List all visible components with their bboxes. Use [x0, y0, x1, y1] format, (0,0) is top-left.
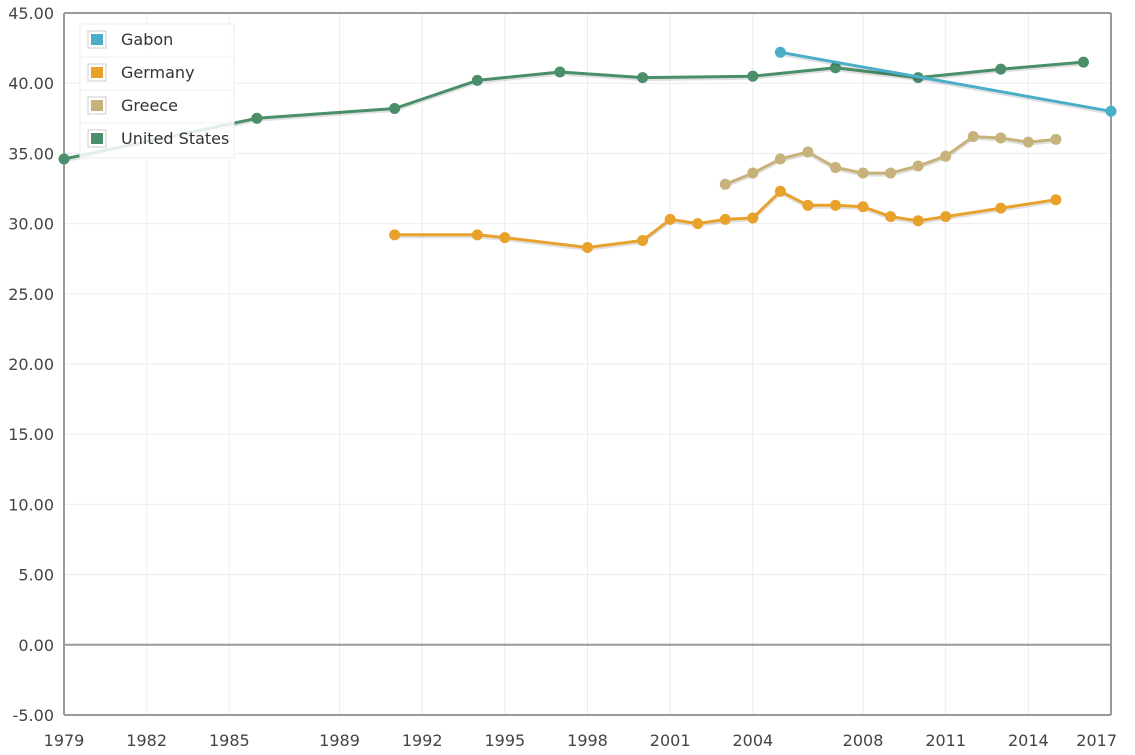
data-point[interactable] — [664, 213, 676, 225]
data-point[interactable] — [774, 185, 786, 197]
legend-label[interactable]: United States — [121, 129, 229, 148]
legend-label[interactable]: Gabon — [121, 30, 173, 49]
data-point[interactable] — [1050, 133, 1062, 145]
y-tick-label: 5.00 — [18, 566, 54, 585]
data-point[interactable] — [857, 167, 869, 179]
y-tick-label: 40.00 — [8, 74, 54, 93]
data-point[interactable] — [471, 229, 483, 241]
data-point[interactable] — [829, 199, 841, 211]
y-tick-label: 20.00 — [8, 355, 54, 374]
data-point[interactable] — [802, 199, 814, 211]
data-point[interactable] — [251, 112, 263, 124]
y-tick-label: 25.00 — [8, 285, 54, 304]
data-point[interactable] — [885, 211, 897, 223]
data-point[interactable] — [389, 102, 401, 114]
x-tick-label: 2004 — [732, 731, 773, 750]
data-point[interactable] — [58, 153, 70, 165]
data-point[interactable] — [1105, 105, 1117, 117]
data-point[interactable] — [747, 212, 759, 224]
data-point[interactable] — [967, 131, 979, 143]
data-point[interactable] — [774, 153, 786, 165]
axes — [63, 12, 1112, 716]
data-point[interactable] — [940, 211, 952, 223]
x-axis-tick-labels: 1979 1982 1985 1989 1992 1995 1998 2001 2004 2008… — [44, 731, 1117, 750]
y-tick-label: 10.00 — [8, 495, 54, 514]
data-point[interactable] — [1022, 136, 1034, 148]
legend-swatch[interactable] — [91, 100, 103, 111]
x-tick-label: 1979 — [44, 731, 85, 750]
legend-swatch[interactable] — [91, 34, 103, 45]
legend-swatch[interactable] — [91, 133, 103, 144]
series-line-shadow — [780, 52, 1112, 115]
x-tick-label: 1992 — [402, 731, 443, 750]
x-tick-label: 2017 — [1076, 731, 1117, 750]
y-tick-label: 35.00 — [8, 144, 54, 163]
data-point[interactable] — [499, 232, 511, 244]
y-tick-label: 0.00 — [18, 636, 54, 655]
y-tick-label: 15.00 — [8, 425, 54, 444]
data-point[interactable] — [692, 218, 704, 230]
data-point[interactable] — [637, 72, 649, 84]
data-point[interactable] — [912, 215, 924, 227]
data-point[interactable] — [912, 160, 924, 172]
legend-label[interactable]: Germany — [121, 63, 195, 82]
x-tick-label: 2008 — [843, 731, 884, 750]
x-tick-label: 1989 — [319, 731, 360, 750]
y-tick-label: 45.00 — [8, 4, 54, 23]
x-tick-label: 1998 — [567, 731, 608, 750]
data-point[interactable] — [802, 146, 814, 158]
legend-label[interactable]: Greece — [121, 96, 178, 115]
data-point[interactable] — [995, 202, 1007, 214]
data-point[interactable] — [582, 241, 593, 253]
x-tick-label: 2011 — [925, 731, 966, 750]
x-tick-label: 1995 — [484, 731, 525, 750]
x-tick-label: 2001 — [650, 731, 691, 750]
data-point[interactable] — [940, 150, 952, 162]
x-tick-label: 1982 — [126, 731, 167, 750]
x-tick-label: 2014 — [1008, 731, 1049, 750]
data-point[interactable] — [995, 132, 1007, 144]
data-point[interactable] — [389, 229, 401, 241]
data-point[interactable] — [747, 167, 759, 179]
legend: Gabon Germany Greece United States — [79, 23, 235, 159]
data-point[interactable] — [554, 66, 566, 78]
y-axis-tick-labels: -5.00 0.00 5.00 10.00 15.00 20.00 25.00 30.00 35… — [8, 4, 54, 725]
series-line — [780, 50, 1112, 113]
data-point[interactable] — [829, 161, 841, 173]
data-point[interactable] — [774, 46, 786, 58]
data-series — [58, 46, 1117, 253]
data-point[interactable] — [471, 74, 483, 86]
data-point[interactable] — [857, 201, 869, 213]
data-point[interactable] — [1050, 194, 1062, 206]
y-tick-label: 30.00 — [8, 215, 54, 234]
data-point[interactable] — [829, 62, 841, 74]
data-point[interactable] — [719, 178, 731, 190]
x-tick-label: 1985 — [209, 731, 250, 750]
data-point[interactable] — [747, 70, 759, 82]
data-point[interactable] — [885, 167, 897, 179]
legend-swatch[interactable] — [91, 67, 103, 78]
data-point[interactable] — [995, 63, 1007, 75]
data-point[interactable] — [637, 234, 649, 246]
data-point[interactable] — [719, 213, 731, 225]
y-tick-label: -5.00 — [13, 706, 54, 725]
data-point[interactable] — [1077, 56, 1089, 68]
